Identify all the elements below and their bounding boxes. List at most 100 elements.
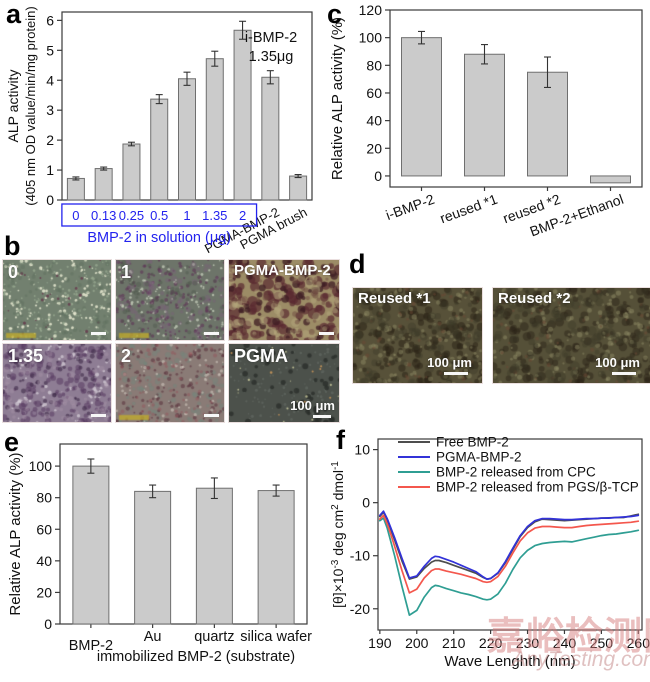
micrograph-image: [493, 288, 650, 383]
micrograph-pgma-bmp-2: PGMA-BMP-2: [228, 259, 340, 341]
y-axis-label: Relative ALP activity (%): [7, 452, 24, 615]
camera-metadata-mark: [119, 333, 149, 338]
micrograph-image: [353, 288, 482, 383]
y-axis-label: [θ]×10-3 deg cm2 dmol-1: [330, 461, 346, 608]
bar: [590, 175, 631, 184]
panel-c-bar-chart: 0 20 40 60 80 100 120 Relative ALP activity (%)…: [329, 2, 643, 239]
x-tick-label: 200: [405, 635, 429, 651]
watermark-cn-text: 嘉峪检测网: [487, 616, 650, 658]
micrograph-image: [116, 260, 224, 340]
bar: [66, 177, 85, 201]
annotation: i-BMP-2: [245, 30, 297, 46]
y-tick-label: 0: [46, 192, 54, 208]
bar: [205, 58, 224, 201]
x-category-label: 1.35: [202, 208, 227, 223]
panel-label-d: d: [349, 249, 366, 279]
panel-label-e: e: [4, 427, 20, 457]
annotation: 1.35μg: [249, 49, 294, 65]
micrograph-0: 0: [2, 259, 112, 341]
y-tick-label: 40: [36, 553, 52, 569]
scale-bar: [204, 332, 219, 335]
y-tick-label: 40: [366, 113, 382, 129]
x-category-label: i-BMP-2: [384, 191, 437, 223]
bar: [289, 175, 308, 201]
x-category-label: 0.5: [150, 208, 168, 223]
y-tick-label: 6: [46, 12, 54, 28]
panel-label-b: b: [4, 231, 21, 261]
y-axis-label: Relative ALP activity (%): [329, 17, 346, 180]
y-tick-label: 4: [46, 72, 54, 88]
x-category-label: reused *1: [438, 191, 500, 227]
y-tick-label: 100: [29, 458, 53, 474]
bar: [527, 71, 568, 177]
bar: [464, 53, 505, 177]
y-tick-label: 120: [359, 2, 383, 18]
scale-bar: [319, 332, 334, 335]
x-axis-label: BMP-2 in solution (μg): [87, 230, 231, 246]
y-tick-label: 20: [366, 140, 382, 156]
y-tick-label: 1: [46, 162, 54, 178]
y-tick-label: 20: [36, 584, 52, 600]
panel-a-bar-chart: 0 1 2 3 4 5 6 ALP activity (405 nm OD value/min/…: [5, 6, 313, 256]
micrograph-image: [3, 260, 111, 340]
micrograph-label: 0: [8, 262, 19, 282]
panel-label-c: c: [327, 0, 343, 29]
y-tick-label: 0: [374, 168, 382, 184]
x-category-label: quartz: [194, 629, 234, 645]
y-tick-label: 80: [366, 57, 382, 73]
bar: [134, 490, 172, 625]
y-tick-label: 0: [44, 616, 52, 632]
micrograph-label: 2: [121, 346, 132, 366]
bar: [94, 168, 113, 201]
x-category-label: Au: [144, 629, 162, 645]
micrograph-image: [116, 344, 224, 422]
x-tick-label: 190: [368, 635, 392, 651]
y-axis-label: ALP activity: [5, 70, 21, 143]
bar: [150, 98, 169, 201]
x-tick-label: 220: [479, 635, 503, 651]
panel-e-bar-chart: 0 20 40 60 80 100 Relative ALP activity (%) BMP…: [7, 443, 312, 665]
micrograph-label: 1.35: [8, 346, 44, 366]
x-tick-label: 210: [442, 635, 466, 651]
micrograph-label: PGMA-BMP-2: [234, 262, 331, 279]
micrograph-2: 2: [115, 343, 225, 423]
x-tick-label: 250: [590, 635, 614, 651]
micrograph-reused-1: Reused *1 100 μm: [352, 287, 483, 384]
micrograph-image: [229, 260, 339, 340]
legend-label: BMP-2 released from PGS/β-TCP: [436, 480, 639, 495]
micrograph-reused-2: Reused *2 100 μm: [492, 287, 650, 384]
y-tick-label: -20: [350, 601, 370, 617]
micrograph-label: PGMA: [234, 346, 288, 366]
legend-label: PGMA-BMP-2: [436, 450, 522, 465]
micrograph-label: 1: [121, 262, 132, 282]
y-tick-label: 60: [366, 85, 382, 101]
bar: [401, 37, 442, 177]
panel-label-a: a: [6, 0, 22, 29]
plot-border: [59, 443, 308, 625]
scale-bar: [91, 414, 106, 417]
micrograph-image: [3, 344, 111, 422]
legend-label: Free BMP-2: [436, 435, 509, 450]
x-category-label: 0: [72, 208, 79, 223]
x-axis-label-2: immobilized BMP-2 (substrate): [97, 649, 295, 665]
scale-text: 100 μm: [290, 398, 335, 413]
micrograph-1-35: 1.35: [2, 343, 112, 423]
bar: [122, 143, 141, 201]
y-axis-label: (405 nm OD value/min/mg protein): [23, 6, 38, 205]
x-tick-label: 230: [516, 635, 540, 651]
x-category-label: 1: [183, 208, 190, 223]
micrograph-label: Reused *1: [358, 290, 431, 307]
series-line: [378, 510, 640, 580]
y-tick-label: 5: [46, 42, 54, 58]
x-tick-label: 260: [627, 635, 650, 651]
scale-text: 100 μm: [427, 355, 472, 370]
camera-metadata-mark: [6, 333, 36, 338]
scale-bar: [313, 415, 331, 418]
scale-text: 100 μm: [595, 355, 640, 370]
y-tick-label: -10: [350, 548, 370, 564]
scale-bar: [612, 372, 636, 375]
scale-bar: [91, 332, 106, 335]
micrograph-1: 1: [115, 259, 225, 341]
series-line: [378, 517, 640, 616]
